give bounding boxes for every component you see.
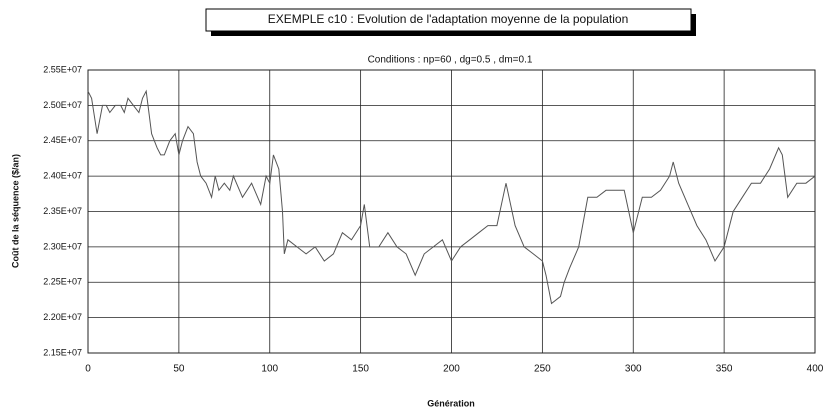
- x-tick-label: 50: [173, 364, 185, 375]
- x-tick-label: 250: [534, 364, 551, 375]
- y-tick-label: 2.55E+07: [43, 64, 82, 74]
- y-tick-label: 2.45E+07: [43, 135, 82, 145]
- x-tick-label: 150: [352, 364, 369, 375]
- y-tick-label: 2.20E+07: [43, 312, 82, 322]
- x-tick-label: 300: [625, 364, 642, 375]
- title-box: [205, 8, 692, 32]
- x-axis-label: Génération: [427, 398, 475, 408]
- x-tick-label: 0: [85, 364, 91, 375]
- x-tick-label: 100: [261, 364, 278, 375]
- chart-subtitle: Conditions : np=60 , dg=0.5 , dm=0.1: [368, 55, 533, 66]
- x-tick-label: 400: [807, 364, 824, 375]
- y-tick-label: 2.15E+07: [43, 347, 82, 357]
- chart-title: EXEMPLE c10 : Evolution de l'adaptation …: [268, 12, 629, 26]
- y-tick-label: 2.30E+07: [43, 241, 82, 251]
- x-tick-label: 200: [443, 364, 460, 375]
- y-tick-label: 2.35E+07: [43, 206, 82, 216]
- x-tick-label: 350: [716, 364, 733, 375]
- y-tick-label: 2.25E+07: [43, 277, 82, 287]
- y-tick-label: 2.40E+07: [43, 171, 82, 181]
- y-axis-label: Coût de la séquence ($/an): [10, 154, 20, 268]
- y-tick-label: 2.50E+07: [43, 100, 82, 110]
- data-line: [87, 89, 816, 305]
